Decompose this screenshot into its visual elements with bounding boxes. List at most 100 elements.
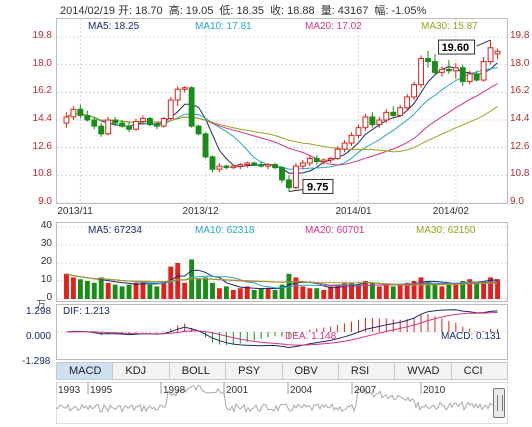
tab-wvad[interactable]: WVAD (395, 362, 452, 380)
volume-bar (307, 288, 313, 299)
volume-bar (418, 277, 424, 299)
timeline-year-label: 1993 (58, 385, 81, 396)
change-label: 幅: (374, 5, 389, 17)
volume-bar (390, 286, 396, 299)
candle-body (313, 157, 320, 162)
volume-bar (314, 288, 320, 299)
candle-body (167, 99, 174, 119)
tab-macd[interactable]: MACD (56, 362, 114, 380)
candle-body (258, 164, 265, 167)
volume-bar (321, 290, 327, 299)
volume-bar (119, 286, 125, 299)
quote-info-bar: 2014/02/19 开: 18.70 高: 19.05 低: 18.35 收: 18.8… (60, 2, 429, 17)
candle-body (188, 87, 195, 127)
timeline-year-label: 1995 (90, 385, 113, 396)
price-ma5-label: MA5: 18.25 (88, 21, 140, 32)
macd-axis-top: 1.298 (26, 306, 52, 317)
candle-body (425, 58, 431, 63)
volume-bar (397, 284, 403, 299)
candle-body (195, 125, 202, 135)
low-value: 18.35 (236, 5, 264, 17)
volume-bar (404, 282, 410, 299)
tab-kdj[interactable]: KDJ (113, 362, 170, 380)
volume-bar (216, 288, 222, 299)
volume-bar (223, 286, 229, 299)
volume-bar (196, 279, 202, 299)
price-panel[interactable]: 19.60 9.75 (56, 18, 508, 204)
price-tick-right: 10.8 (510, 168, 530, 180)
volume-ma30-label: MA30: 62150 (416, 225, 476, 236)
volume-bar (77, 279, 83, 299)
volume-bar (112, 284, 118, 299)
close-value: 18.88 (287, 5, 315, 17)
volume-bar (488, 277, 494, 299)
ma20-line (66, 83, 498, 166)
candle-body (133, 121, 139, 130)
volume-bar (342, 282, 348, 299)
volume-bar (237, 288, 243, 299)
volume-bar (64, 273, 69, 299)
candle-body (216, 165, 223, 170)
volume-bar (84, 281, 90, 299)
volume-bar (230, 290, 236, 299)
volume-ma10-label: MA10: 62318 (195, 225, 255, 236)
high-annotation-box (438, 39, 476, 55)
price-tick-right: 19.8 (510, 30, 530, 41)
timeline-chart[interactable]: 1993 1995 1998 2001 2004 2007 2010 (56, 382, 508, 424)
high-label: 高: (168, 5, 183, 17)
candle-body (251, 162, 258, 166)
tab-rsi[interactable]: RSI (338, 362, 396, 380)
volume-bar (300, 286, 306, 299)
candle-body (181, 87, 188, 90)
candle-body (223, 165, 230, 169)
tab-boll[interactable]: BOLL (169, 362, 227, 380)
date-tick-label: 2013/12 (182, 206, 219, 217)
candle-body (369, 116, 376, 126)
candle-body (84, 114, 91, 121)
volume-ma5-label: MA5: 67234 (88, 225, 142, 236)
low-annotation-line (288, 188, 304, 192)
price-tick-left: 10.8 (32, 168, 52, 180)
volume-tick: 10 (40, 274, 52, 285)
macd-chart[interactable] (57, 305, 507, 359)
timeline-year-label: 2004 (290, 385, 313, 396)
price-tick-right: 18.0 (510, 57, 530, 69)
candle-body (341, 142, 348, 150)
macd-axis-bottom: -1.298 (22, 356, 51, 367)
candle-body (452, 67, 459, 72)
candle-body (320, 159, 327, 163)
tab-psy[interactable]: PSY (226, 362, 283, 380)
tab-obv[interactable]: OBV (282, 362, 339, 380)
candle-body (383, 111, 390, 121)
volume-bar (453, 282, 459, 299)
candle-body (348, 134, 355, 144)
volume-bar (133, 282, 139, 299)
macd-dif-label: DIF: 1.213 (63, 306, 110, 317)
candle-body (265, 164, 272, 167)
volume-bar (467, 279, 473, 299)
candle-body (292, 165, 299, 189)
low-annotation-box (302, 178, 334, 194)
candle-body (286, 179, 292, 189)
volume-bar (98, 277, 104, 299)
tab-cci[interactable]: CCI (451, 362, 508, 380)
macd-panel[interactable] (56, 304, 508, 360)
volume-unit: 万 (36, 300, 46, 311)
volume-value: 43167 (337, 5, 369, 17)
timeline-range-handle[interactable] (493, 388, 505, 418)
candle-body (112, 119, 119, 124)
timeline-navigator[interactable]: 1993 1995 1998 2001 2004 2007 2010 (56, 382, 508, 424)
volume-bar (147, 284, 153, 299)
volume-bar (70, 277, 76, 299)
candle-body (418, 58, 424, 86)
volume-chart[interactable] (57, 223, 507, 301)
candlestick-chart[interactable]: 19.60 9.75 (57, 19, 507, 203)
volume-panel[interactable] (56, 222, 508, 302)
date-tick-label: 2014/01 (335, 206, 372, 217)
volume-bar (293, 277, 299, 299)
candle-body (237, 164, 244, 167)
volume-ma10-line (66, 273, 498, 289)
price-ma10-label: MA10: 17.81 (195, 21, 252, 32)
candle-body (146, 117, 153, 126)
volume-bar (126, 284, 132, 299)
